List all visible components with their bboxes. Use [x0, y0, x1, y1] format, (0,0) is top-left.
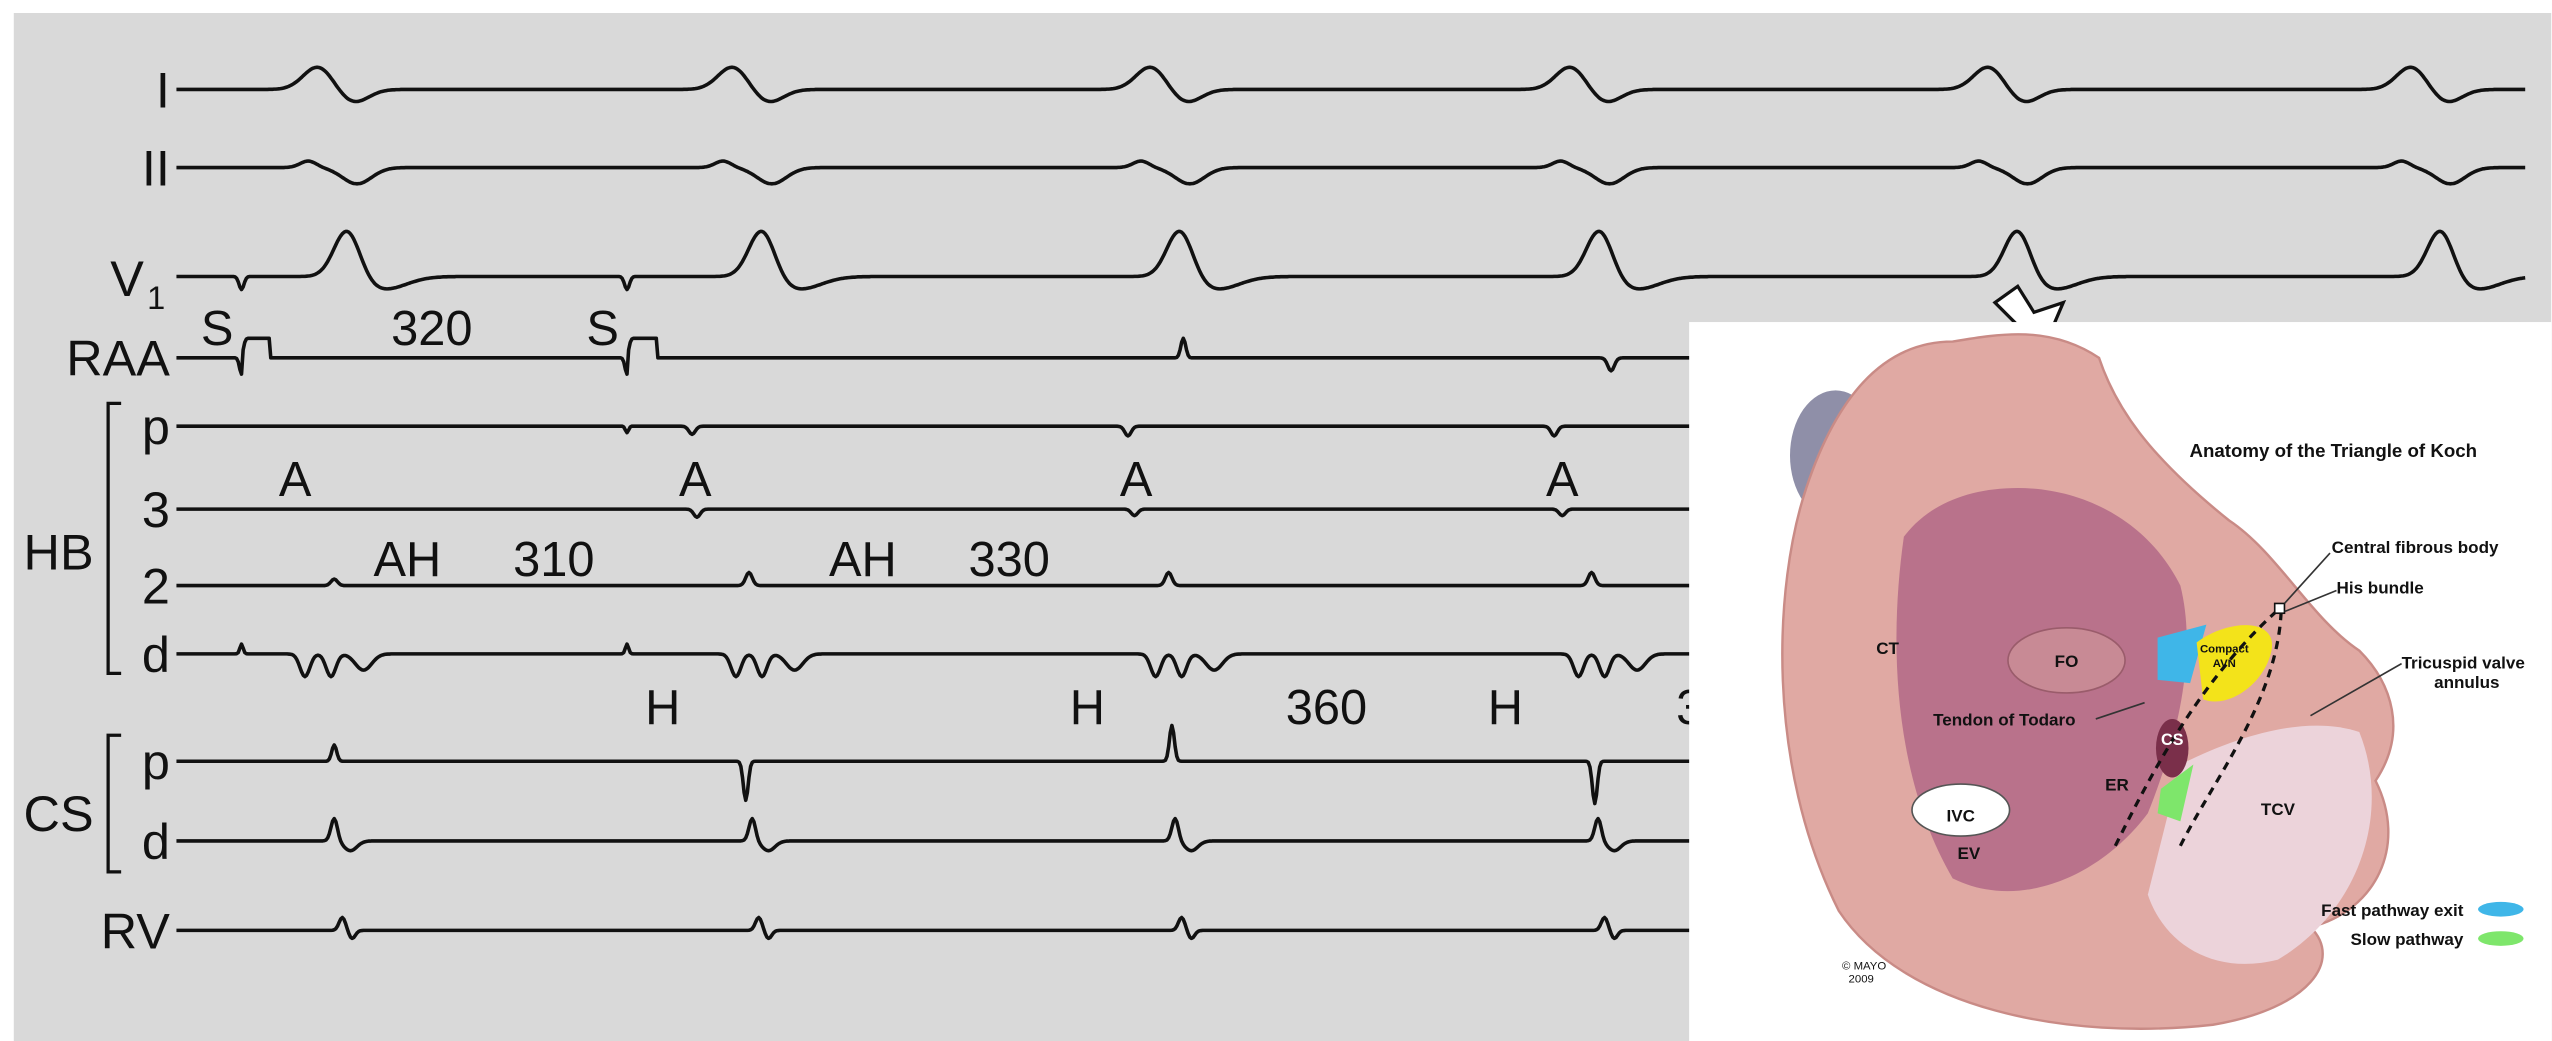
marker	[2273, 602, 2286, 615]
inset-label: TCV	[2261, 800, 2296, 819]
inset-label: CS	[2161, 731, 2184, 749]
annotation: A	[279, 453, 312, 507]
leader	[2095, 701, 2145, 720]
legend-swatch	[2478, 901, 2524, 917]
channel-label: 2	[142, 557, 170, 614]
ecg-trace	[176, 65, 2526, 104]
legend-label: Slow pathway	[2351, 930, 2464, 949]
annotation: 330	[969, 533, 1050, 587]
bracket	[106, 733, 122, 874]
inset-label: annulus	[2434, 673, 2499, 692]
annotation: 360	[1286, 681, 1367, 735]
inset-label: Tendon of Todaro	[1933, 710, 2075, 729]
inset-label: ER	[2105, 776, 2129, 795]
annotation: 320	[391, 302, 472, 356]
annotation: S	[586, 302, 619, 356]
inset-label: Tricuspid valve	[2402, 654, 2525, 673]
legend-swatch	[2478, 931, 2524, 946]
koch-boundary	[2178, 609, 2283, 847]
lead-label: RV	[101, 902, 170, 959]
annotation: H	[1488, 681, 1523, 735]
legend-label: Fast pathway exit	[2321, 901, 2464, 920]
inset-label: Central fibrous body	[2332, 538, 2499, 557]
ivc	[1911, 783, 2011, 837]
lead-label: II	[142, 139, 170, 196]
annotation: AH	[374, 533, 442, 587]
lead-label: V	[110, 250, 144, 307]
channel-label: d	[142, 813, 170, 870]
lead-label: RAA	[66, 330, 170, 387]
ecg-trace	[176, 229, 2526, 292]
annotation: S	[201, 302, 234, 356]
inset-label: Compact	[2200, 643, 2249, 655]
annotation: H	[1070, 681, 1105, 735]
channel-label: 3	[142, 481, 170, 538]
channel-label: d	[142, 626, 170, 683]
inset-label: FO	[2055, 652, 2079, 671]
inset-label: His bundle	[2337, 579, 2424, 598]
coronary-sinus	[2155, 718, 2189, 778]
koch-boundary	[2113, 608, 2280, 847]
inset-label: IVC	[1947, 806, 1975, 825]
annotation: AH	[829, 533, 897, 587]
compact-avn	[2196, 625, 2273, 702]
annotation: H	[645, 681, 680, 735]
inset-label: AVN	[2213, 658, 2236, 670]
inset-title: Anatomy of the Triangle of Koch	[2189, 440, 2477, 461]
bracket	[106, 401, 122, 676]
leader	[2283, 552, 2331, 604]
copyright: 2009	[1849, 973, 1874, 985]
slow-pathway	[2157, 764, 2194, 822]
channel-label: p	[142, 733, 170, 790]
ecg-trace	[176, 159, 2526, 186]
fossa-ovalis	[2007, 627, 2126, 694]
group-label: CS	[24, 785, 94, 842]
leader	[2310, 662, 2402, 717]
tricuspid-valve	[2147, 725, 2372, 964]
annotation: 310	[513, 533, 594, 587]
annotation: A	[1546, 453, 1579, 507]
inset-label: CT	[1876, 639, 1899, 658]
lead-label: I	[156, 61, 170, 118]
group-label: HB	[24, 523, 94, 580]
annotation: A	[679, 453, 712, 507]
copyright: © MAYO	[1842, 960, 1886, 972]
annotation: A	[1120, 453, 1153, 507]
fast-pathway	[2157, 624, 2207, 684]
inset: Anatomy of the Triangle of Koch Central …	[1689, 322, 2552, 1041]
lead-label-sub: 1	[147, 280, 165, 316]
leader	[2284, 589, 2337, 613]
channel-label: p	[142, 398, 170, 455]
inset-label: EV	[1958, 844, 1981, 863]
